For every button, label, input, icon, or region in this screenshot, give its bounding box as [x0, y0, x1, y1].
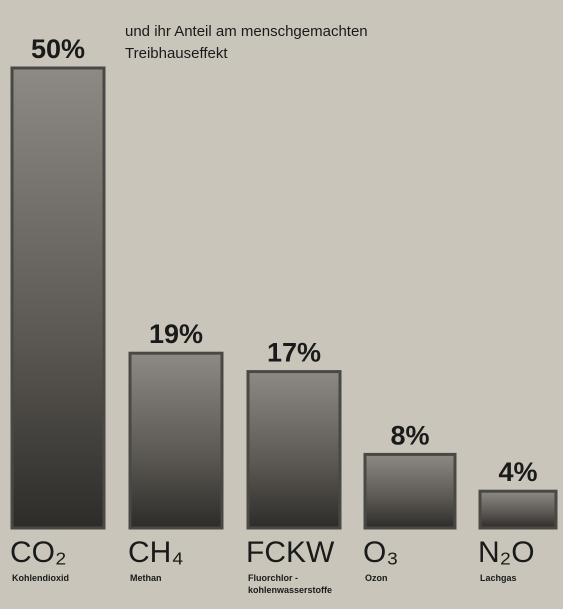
- value-label: 50%: [31, 34, 85, 64]
- value-label: 19%: [149, 319, 203, 349]
- category-label: FCKW: [246, 536, 335, 569]
- category-sublabel: kohlenwasserstoffe: [248, 585, 332, 595]
- subtitle: und ihr Anteil am menschgemachten: [125, 23, 368, 40]
- value-label: 17%: [267, 338, 321, 368]
- bar: [130, 353, 222, 528]
- category-sublabel: Fluorchlor -: [248, 573, 298, 583]
- bar: [480, 491, 556, 528]
- category-sublabel: Methan: [130, 573, 162, 583]
- category-label: N₂O: [478, 536, 535, 569]
- category-label: O₃: [363, 536, 399, 569]
- value-label: 4%: [498, 457, 537, 487]
- category-sublabel: Lachgas: [480, 573, 517, 583]
- bar: [248, 372, 340, 528]
- subtitle: Treibhauseffekt: [125, 45, 228, 62]
- category-label: CH₄: [128, 536, 184, 569]
- bar: [365, 454, 455, 528]
- chart: und ihr Anteil am menschgemachten Treibh…: [0, 0, 563, 609]
- category-sublabel: Kohlendioxid: [12, 573, 69, 583]
- category-sublabel: Ozon: [365, 573, 388, 583]
- category-label: CO₂: [10, 536, 67, 569]
- value-label: 8%: [390, 420, 429, 450]
- bar: [12, 68, 104, 528]
